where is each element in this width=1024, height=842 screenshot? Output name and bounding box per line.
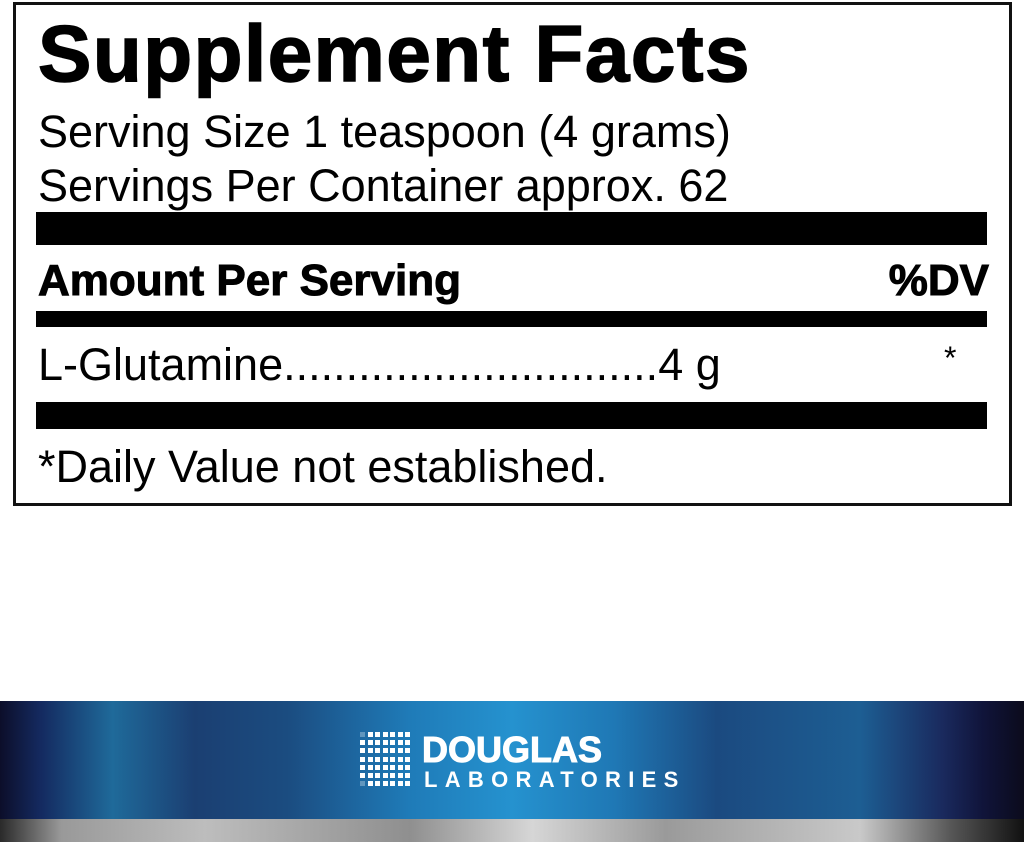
- footnote: *Daily Value not established.: [38, 441, 608, 492]
- douglas-laboratories-logo: DOUGLAS LABORATORIES: [360, 729, 678, 792]
- logo-grid-dot: [367, 781, 373, 787]
- logo-grid-dot: [382, 781, 388, 787]
- leader-dots: ..............................: [283, 339, 659, 390]
- logo-grid-dot: [360, 748, 365, 754]
- logo-grid-dot: [405, 773, 410, 779]
- ingredient-amount: 4 g: [658, 339, 721, 390]
- logo-grid-dot: [360, 781, 365, 787]
- logo-subtitle: LABORATORIES: [424, 767, 686, 792]
- brand-band: [0, 701, 1024, 819]
- logo-grid-dot: [397, 732, 403, 737]
- logo-grid-dot: [405, 748, 410, 754]
- logo-grid-icon: [360, 732, 413, 787]
- logo-grid-dot: [405, 732, 410, 737]
- logo-grid-dot: [367, 756, 373, 762]
- logo-grid-dot: [390, 764, 395, 770]
- logo-grid-dot: [397, 764, 403, 770]
- logo-grid-dot: [397, 781, 403, 787]
- logo-grid-dot: [390, 732, 395, 737]
- logo-grid-dot: [382, 748, 388, 754]
- ingredient-row: L-Glutamine.............................…: [38, 342, 721, 387]
- logo-grid-dot: [382, 756, 388, 762]
- divider-thick-bottom: [36, 402, 987, 429]
- logo-grid-dot: [390, 740, 395, 746]
- logo-grid-dot: [360, 732, 365, 737]
- logo-grid-dot: [382, 764, 388, 770]
- logo-grid-dot: [375, 732, 380, 737]
- ingredient-name: L-Glutamine: [38, 339, 284, 390]
- silver-strip: [0, 819, 1024, 842]
- logo-grid-dot: [375, 756, 380, 762]
- logo-grid-dot: [382, 773, 388, 779]
- dv-header: %DV: [888, 256, 989, 305]
- logo-grid-dot: [405, 781, 410, 787]
- logo-name: DOUGLAS: [422, 729, 603, 771]
- serving-size: Serving Size 1 teaspoon (4 grams): [38, 106, 731, 157]
- logo-grid-dot: [390, 773, 395, 779]
- logo-grid-dot: [397, 773, 403, 779]
- logo-grid-dot: [397, 756, 403, 762]
- divider-thick: [36, 212, 987, 245]
- logo-grid-dot: [390, 756, 395, 762]
- logo-grid-dot: [405, 740, 410, 746]
- logo-grid-dot: [375, 764, 380, 770]
- logo-grid-dot: [390, 748, 395, 754]
- logo-grid-dot: [360, 773, 365, 779]
- servings-per-container: Servings Per Container approx. 62: [38, 160, 729, 211]
- logo-grid-dot: [375, 781, 380, 787]
- logo-grid-dot: [367, 732, 373, 737]
- divider-medium: [36, 311, 987, 327]
- logo-grid-dot: [360, 740, 365, 746]
- logo-grid-dot: [360, 756, 365, 762]
- panel-title: Supplement Facts: [37, 9, 752, 98]
- amount-per-serving-header: Amount Per Serving: [38, 256, 462, 305]
- logo-grid-dot: [367, 740, 373, 746]
- logo-grid-dot: [375, 740, 380, 746]
- logo-grid-dot: [367, 748, 373, 754]
- logo-grid-dot: [375, 773, 380, 779]
- logo-grid-dot: [375, 748, 380, 754]
- logo-grid-dot: [397, 740, 403, 746]
- supplement-facts-panel: Supplement Facts Serving Size 1 teaspoon…: [13, 2, 1012, 506]
- logo-grid-dot: [382, 732, 388, 737]
- logo-grid-dot: [367, 773, 373, 779]
- ingredient-dv: *: [944, 340, 957, 376]
- logo-grid-dot: [405, 764, 410, 770]
- logo-grid-dot: [397, 748, 403, 754]
- logo-grid-dot: [382, 740, 388, 746]
- logo-grid-dot: [390, 781, 395, 787]
- logo-grid-dot: [367, 764, 373, 770]
- logo-grid-dot: [405, 756, 410, 762]
- logo-grid-dot: [360, 764, 365, 770]
